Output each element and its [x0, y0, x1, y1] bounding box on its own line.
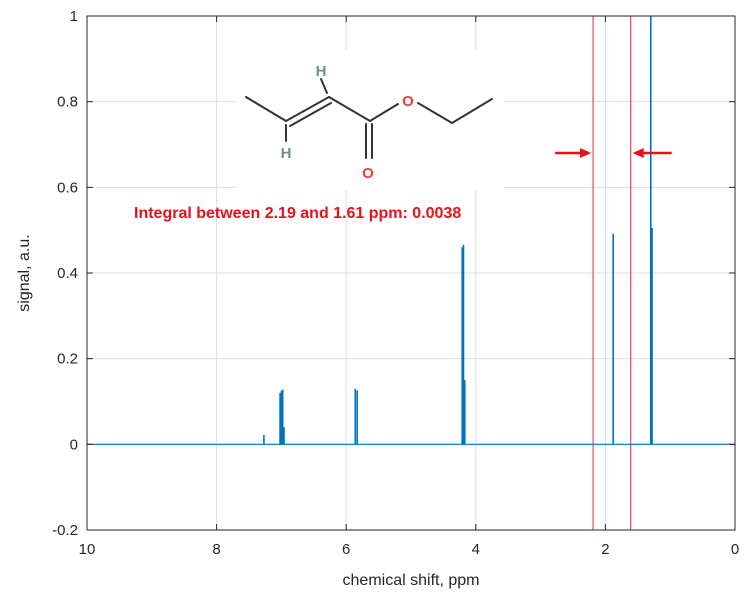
x-tick-label: 10	[79, 541, 96, 558]
arrow-right-head	[632, 148, 644, 158]
atom-label-h-bottom: H	[281, 145, 292, 162]
bond-ch2-ch3	[451, 98, 493, 124]
atom-label-o-carbonyl: O	[362, 165, 374, 182]
molecule-structure: H H O O	[236, 50, 504, 190]
integration-arrows	[555, 148, 672, 158]
y-axis-label: signal, a.u.	[16, 234, 33, 311]
y-tick-label: 0.6	[57, 179, 78, 196]
bond-c-o	[369, 103, 399, 122]
x-tick-label: 8	[212, 541, 220, 558]
y-tick-label: 1	[70, 8, 78, 25]
y-tick-label: 0.4	[57, 265, 78, 282]
y-tick-label: 0.8	[57, 94, 78, 111]
bond-h-top	[320, 78, 328, 94]
arrow-left-head	[580, 148, 592, 158]
bond-double-2	[289, 102, 332, 127]
x-axis-label: chemical shift, ppm	[343, 572, 480, 589]
bond-double-1	[285, 96, 330, 122]
y-tick-label: 0	[70, 436, 78, 453]
x-tick-label: 6	[342, 541, 350, 558]
integral-annotation: Integral between 2.19 and 1.61 ppm: 0.00…	[134, 205, 461, 222]
bond-o-ch2	[417, 102, 453, 124]
axis-ticks: 10 8 6 4 2 0 -0.2 0 0.2 0.4 0.6 0.8 1	[52, 8, 739, 558]
x-tick-label: 2	[601, 541, 609, 558]
y-tick-label: 0.2	[57, 351, 78, 368]
y-tick-label: -0.2	[52, 522, 78, 539]
spectrum-series	[87, 16, 735, 445]
bond-c-carbonyl	[328, 96, 371, 122]
x-tick-label: 0	[731, 541, 739, 558]
atom-label-h-top: H	[316, 63, 327, 80]
x-tick-label: 4	[472, 541, 480, 558]
atom-label-o-ester: O	[402, 93, 414, 110]
molecule-bonds	[245, 78, 493, 159]
bond-methyl	[245, 96, 287, 122]
